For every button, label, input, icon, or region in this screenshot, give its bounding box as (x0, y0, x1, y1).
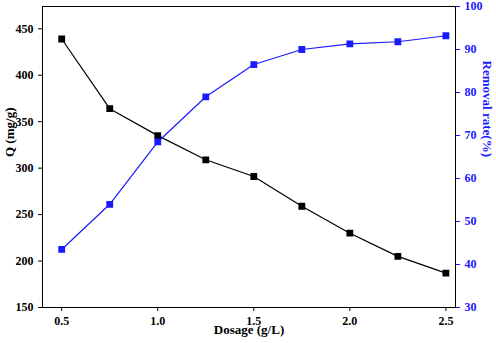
svg-text:2.0: 2.0 (342, 314, 357, 328)
svg-text:200: 200 (16, 254, 34, 268)
svg-text:300: 300 (16, 161, 34, 175)
svg-text:50: 50 (465, 214, 477, 228)
svg-text:250: 250 (16, 207, 34, 221)
svg-text:80: 80 (465, 85, 477, 99)
svg-text:70: 70 (465, 128, 477, 142)
svg-text:30: 30 (465, 300, 477, 314)
svg-text:450: 450 (16, 22, 34, 36)
svg-text:350: 350 (16, 115, 34, 129)
svg-text:100: 100 (465, 0, 483, 13)
svg-text:1.0: 1.0 (150, 314, 165, 328)
svg-text:400: 400 (16, 68, 34, 82)
svg-text:Removal rate(%): Removal rate(%) (480, 61, 495, 157)
svg-text:40: 40 (465, 257, 477, 271)
svg-text:Dosage (g/L): Dosage (g/L) (214, 322, 284, 337)
svg-text:150: 150 (16, 300, 34, 314)
svg-text:2.5: 2.5 (438, 314, 453, 328)
svg-text:Q (mg/g): Q (mg/g) (2, 108, 17, 157)
svg-text:0.5: 0.5 (54, 314, 69, 328)
svg-text:90: 90 (465, 42, 477, 56)
svg-text:60: 60 (465, 171, 477, 185)
